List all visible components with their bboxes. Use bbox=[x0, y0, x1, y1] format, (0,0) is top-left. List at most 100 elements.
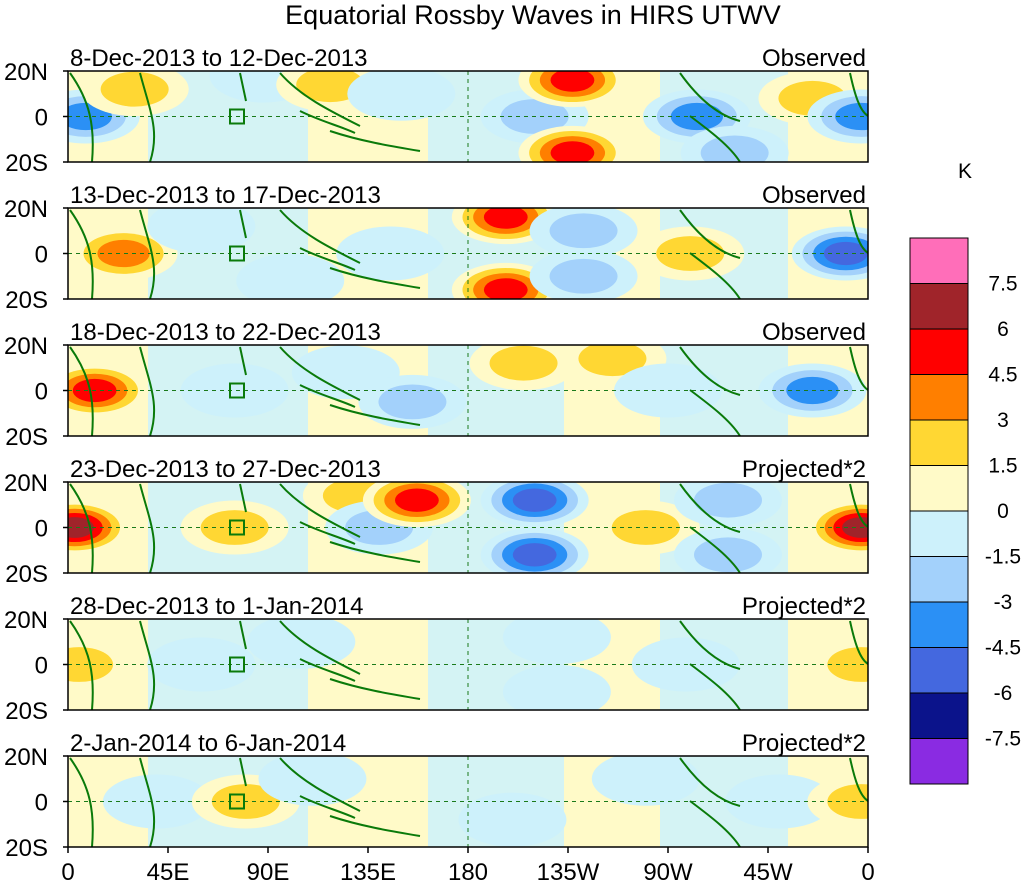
colorbar-swatch bbox=[909, 647, 969, 694]
panel-label: Projected*2 bbox=[742, 730, 866, 757]
colorbar-units: K bbox=[958, 160, 972, 183]
colorbar-swatch bbox=[909, 601, 969, 648]
coastline bbox=[239, 483, 247, 513]
panel-1 bbox=[68, 71, 868, 162]
y-tick-label: 0 bbox=[35, 516, 48, 543]
anomaly-contour bbox=[147, 208, 256, 254]
panel-period: 23-Dec-2013 to 27-Dec-2013 bbox=[70, 456, 381, 483]
anomaly-contour bbox=[502, 664, 611, 710]
reference-box bbox=[229, 793, 245, 810]
coastline bbox=[139, 620, 156, 710]
coastline bbox=[679, 346, 741, 396]
panel-period: 8-Dec-2013 to 12-Dec-2013 bbox=[70, 45, 368, 72]
coastline bbox=[299, 795, 356, 819]
x-tick-label: 135W bbox=[537, 859, 600, 886]
panel-period: 13-Dec-2013 to 17-Dec-2013 bbox=[70, 182, 381, 209]
colorbar-label: 1.5 bbox=[988, 455, 1017, 478]
anomaly-contour bbox=[483, 208, 528, 229]
anomaly-contour bbox=[394, 488, 439, 512]
panel-period: 28-Dec-2013 to 1-Jan-2014 bbox=[70, 593, 364, 620]
anomaly-contour bbox=[147, 637, 256, 692]
coastline bbox=[279, 757, 361, 812]
anomaly-contour bbox=[68, 517, 94, 538]
anomaly-contour bbox=[236, 253, 345, 299]
colorbar-label: -1.5 bbox=[985, 546, 1021, 569]
coastline bbox=[139, 483, 156, 573]
panel-label: Observed bbox=[762, 182, 866, 209]
panel-label: Projected*2 bbox=[742, 593, 866, 620]
anomaly-contour bbox=[247, 619, 356, 669]
coastline bbox=[279, 620, 361, 675]
coastline bbox=[329, 267, 421, 289]
y-tick-label: 20S bbox=[5, 287, 48, 314]
x-tick-label: 45E bbox=[147, 859, 190, 886]
coastline bbox=[689, 252, 741, 299]
x-tick-label: 90W bbox=[643, 859, 693, 886]
coastline bbox=[849, 209, 868, 254]
panel-5 bbox=[68, 619, 868, 710]
coastline bbox=[689, 389, 741, 436]
panel-period: 18-Dec-2013 to 22-Dec-2013 bbox=[70, 319, 381, 346]
anomaly-contour bbox=[549, 258, 618, 294]
coastline bbox=[679, 757, 741, 807]
anomaly-contour bbox=[502, 619, 611, 665]
reference-box bbox=[229, 656, 245, 673]
anomaly-contour bbox=[550, 141, 595, 162]
y-tick-label: 20S bbox=[5, 424, 48, 451]
coastline bbox=[239, 757, 247, 787]
coastline bbox=[69, 620, 94, 710]
y-tick-label: 20N bbox=[4, 607, 48, 634]
anomaly-contour bbox=[97, 239, 150, 268]
panel-label: Observed bbox=[762, 319, 866, 346]
coastline bbox=[329, 678, 421, 700]
reference-box bbox=[229, 519, 245, 536]
anomaly-contour bbox=[549, 213, 618, 249]
chart-title: Equatorial Rossby Waves in HIRS UTWV bbox=[285, 0, 781, 30]
coastline bbox=[239, 209, 247, 239]
x-tick-label: 90E bbox=[247, 859, 290, 886]
coastline bbox=[689, 663, 741, 710]
coastline bbox=[689, 800, 741, 847]
anomaly-contour bbox=[725, 774, 834, 829]
coastline bbox=[69, 209, 94, 299]
panel-3 bbox=[68, 345, 868, 436]
coastline bbox=[679, 483, 741, 533]
coastline bbox=[299, 384, 356, 408]
anomaly-contour bbox=[296, 71, 365, 103]
anomaly-contour bbox=[180, 363, 289, 418]
coastline bbox=[299, 521, 356, 545]
coastline bbox=[139, 72, 156, 162]
coastline bbox=[299, 658, 356, 682]
colorbar-swatch bbox=[909, 556, 969, 603]
y-tick-label: 20S bbox=[5, 835, 48, 862]
coastline bbox=[679, 72, 741, 122]
colorbar-swatch bbox=[909, 328, 969, 375]
panel-6 bbox=[68, 756, 868, 847]
y-tick-label: 20N bbox=[4, 744, 48, 771]
coastline bbox=[279, 209, 361, 264]
reference-box bbox=[229, 245, 245, 262]
y-tick-label: 0 bbox=[35, 242, 48, 269]
coastline bbox=[329, 541, 421, 563]
anomaly-contour bbox=[591, 756, 700, 806]
coastline bbox=[239, 346, 247, 376]
y-tick-label: 20S bbox=[5, 561, 48, 588]
coastline bbox=[139, 757, 156, 847]
colorbar-swatch bbox=[909, 237, 969, 284]
x-tick-label: 180 bbox=[448, 859, 488, 886]
colorbar-label: 4.5 bbox=[988, 364, 1017, 387]
colorbar-label: -7.5 bbox=[985, 728, 1021, 751]
anomaly-contour bbox=[670, 102, 724, 131]
coastline bbox=[139, 209, 156, 299]
anomaly-contour bbox=[378, 384, 447, 420]
coastline bbox=[329, 815, 421, 837]
coastline bbox=[69, 72, 94, 162]
x-tick-label: 135E bbox=[340, 859, 396, 886]
colorbar-label: 7.5 bbox=[988, 273, 1017, 296]
anomaly-contour bbox=[512, 543, 557, 567]
y-tick-label: 20N bbox=[4, 470, 48, 497]
coastline bbox=[679, 209, 741, 259]
anomaly-contour bbox=[489, 345, 558, 381]
coastline bbox=[849, 483, 868, 528]
